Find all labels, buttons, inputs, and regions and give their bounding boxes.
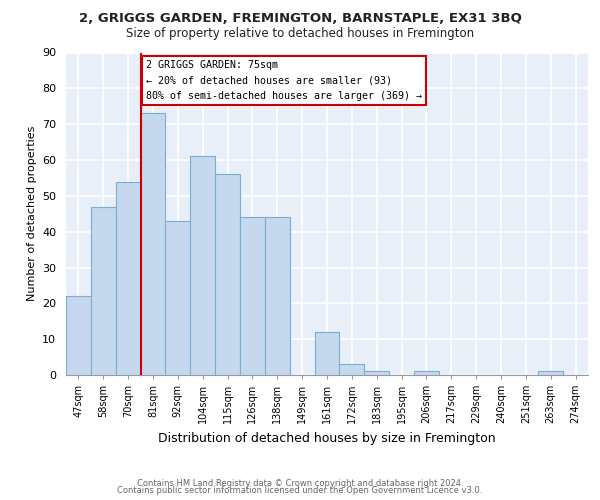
Y-axis label: Number of detached properties: Number of detached properties (26, 126, 37, 302)
Bar (240, 218, 265, 375)
Bar (414, 372, 439, 375)
Bar (116, 182, 140, 375)
Text: Contains public sector information licensed under the Open Government Licence v3: Contains public sector information licen… (118, 486, 482, 495)
Bar (215, 174, 240, 375)
Bar (265, 218, 290, 375)
Bar (91, 206, 116, 375)
Bar (166, 221, 190, 375)
X-axis label: Distribution of detached houses by size in Fremington: Distribution of detached houses by size … (158, 432, 496, 444)
Bar (538, 372, 563, 375)
Text: 2, GRIGGS GARDEN, FREMINGTON, BARNSTAPLE, EX31 3BQ: 2, GRIGGS GARDEN, FREMINGTON, BARNSTAPLE… (79, 12, 521, 26)
Bar (140, 114, 166, 375)
Bar (364, 372, 389, 375)
Text: Contains HM Land Registry data © Crown copyright and database right 2024.: Contains HM Land Registry data © Crown c… (137, 478, 463, 488)
Text: Size of property relative to detached houses in Fremington: Size of property relative to detached ho… (126, 28, 474, 40)
Bar (340, 364, 364, 375)
Bar (66, 296, 91, 375)
Text: 2 GRIGGS GARDEN: 75sqm
← 20% of detached houses are smaller (93)
80% of semi-det: 2 GRIGGS GARDEN: 75sqm ← 20% of detached… (146, 60, 422, 101)
Bar (190, 156, 215, 375)
Bar (314, 332, 340, 375)
